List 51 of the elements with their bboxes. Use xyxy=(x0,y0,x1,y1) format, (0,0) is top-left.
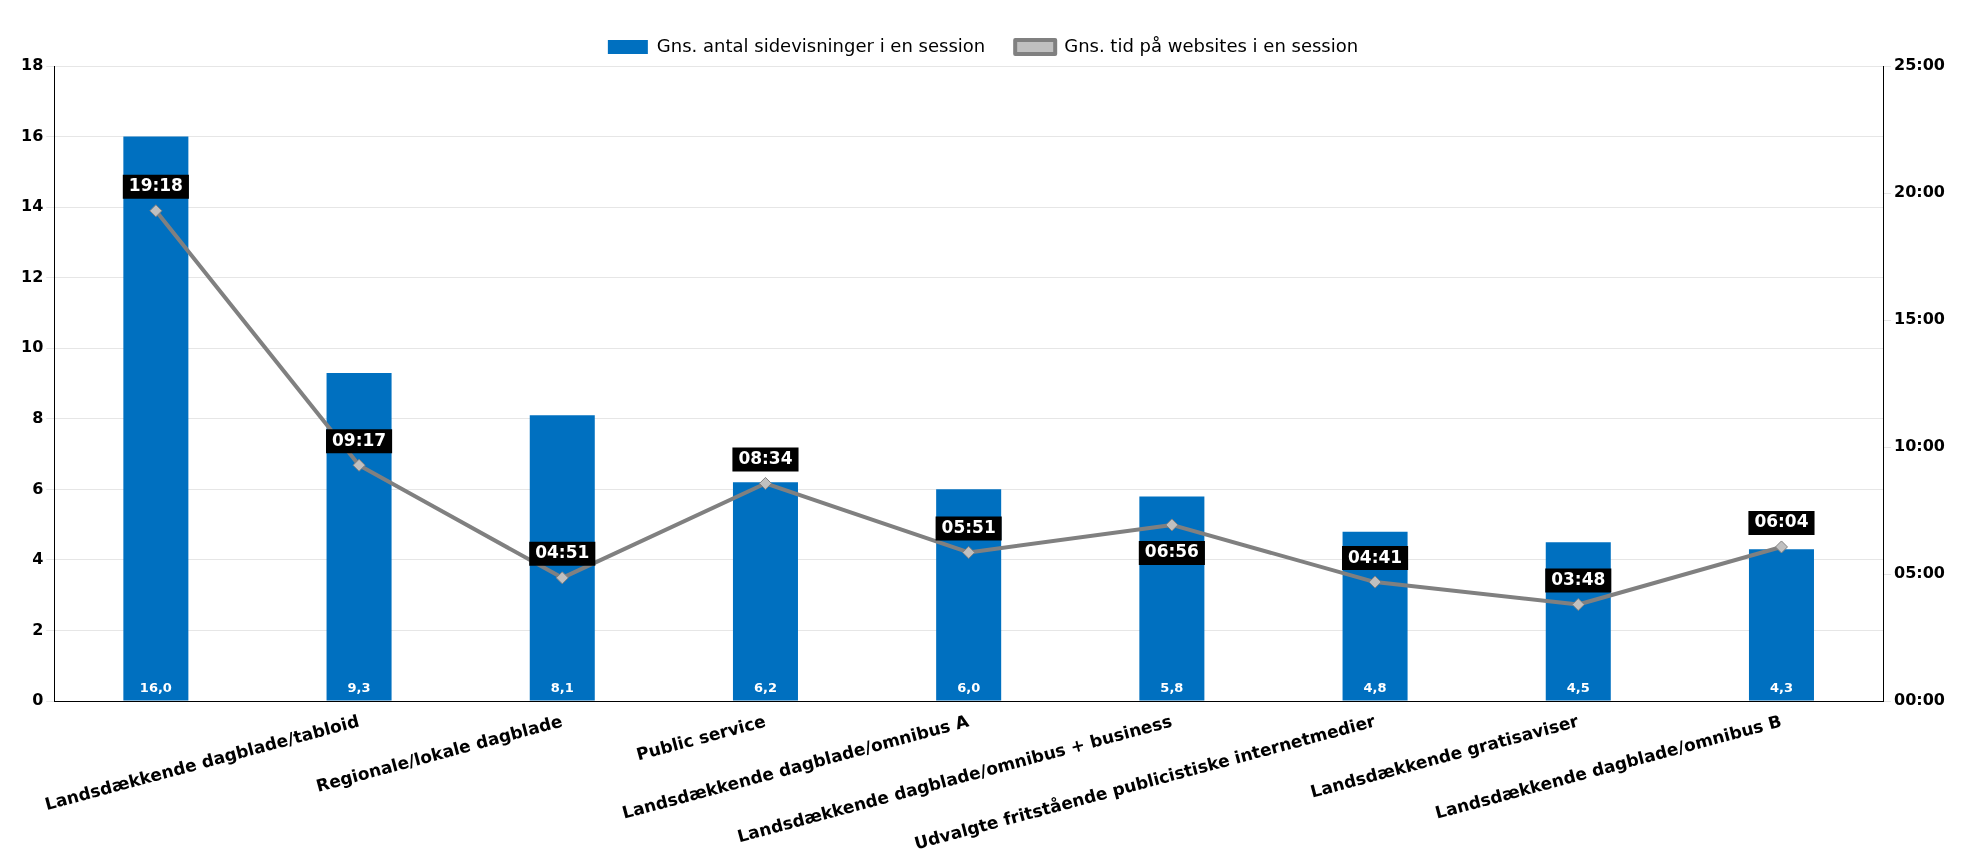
data-label: 9,3 xyxy=(347,679,371,695)
bar xyxy=(732,482,798,701)
data-label: 6,2 xyxy=(753,679,777,695)
point xyxy=(149,204,163,218)
data-label: 5,8 xyxy=(1160,679,1184,695)
y-tick-label: 16 xyxy=(21,125,44,145)
data-label: 04:41 xyxy=(1348,546,1403,567)
data-label: 05:51 xyxy=(941,516,996,537)
data-label: 03:48 xyxy=(1551,568,1606,589)
point xyxy=(758,476,772,490)
data-label: 6,0 xyxy=(957,679,981,695)
data-label: 8,1 xyxy=(550,679,574,695)
y2-tick-label: 25:00 xyxy=(1894,55,1946,75)
point xyxy=(1774,540,1788,554)
data-label: 04:51 xyxy=(535,542,590,563)
data-label: 16,0 xyxy=(139,679,172,695)
y2-tick-label: 10:00 xyxy=(1894,436,1946,456)
bar xyxy=(326,372,392,701)
data-label: 4,5 xyxy=(1566,679,1590,695)
y-tick-label: 12 xyxy=(21,266,44,286)
data-label: 09:17 xyxy=(332,429,387,450)
y-tick-label: 10 xyxy=(21,337,44,357)
y-tick-label: 6 xyxy=(32,478,44,498)
point xyxy=(555,571,569,585)
point xyxy=(1165,518,1179,532)
bar xyxy=(1748,549,1814,701)
y-tick-label: 0 xyxy=(32,690,44,710)
point xyxy=(962,545,976,559)
bar xyxy=(529,415,595,701)
data-label: 4,8 xyxy=(1363,679,1387,695)
y2-tick-label: 05:00 xyxy=(1894,563,1946,583)
y-tick-label: 2 xyxy=(32,619,44,639)
y-tick-label: 4 xyxy=(32,549,44,569)
point xyxy=(1368,575,1382,589)
legend-label: Gns. antal sidevisninger i en session xyxy=(656,34,986,56)
point xyxy=(1571,598,1585,612)
y2-tick-label: 15:00 xyxy=(1894,309,1946,329)
y-tick-label: 14 xyxy=(21,196,44,216)
y2-tick-label: 20:00 xyxy=(1894,182,1946,202)
point xyxy=(352,458,366,472)
legend-label: Gns. tid på websites i en session xyxy=(1064,34,1359,56)
y2-tick-label: 00:00 xyxy=(1894,690,1946,710)
data-label: 08:34 xyxy=(738,447,793,468)
data-label: 06:56 xyxy=(1144,541,1199,562)
data-label: 4,3 xyxy=(1769,679,1793,695)
y-tick-label: 18 xyxy=(21,55,44,75)
data-label: 06:04 xyxy=(1754,511,1809,532)
x-tick-label: Public service xyxy=(634,710,768,765)
y-tick-label: 8 xyxy=(32,407,44,427)
data-label: 19:18 xyxy=(128,175,183,196)
bar xyxy=(123,136,189,701)
